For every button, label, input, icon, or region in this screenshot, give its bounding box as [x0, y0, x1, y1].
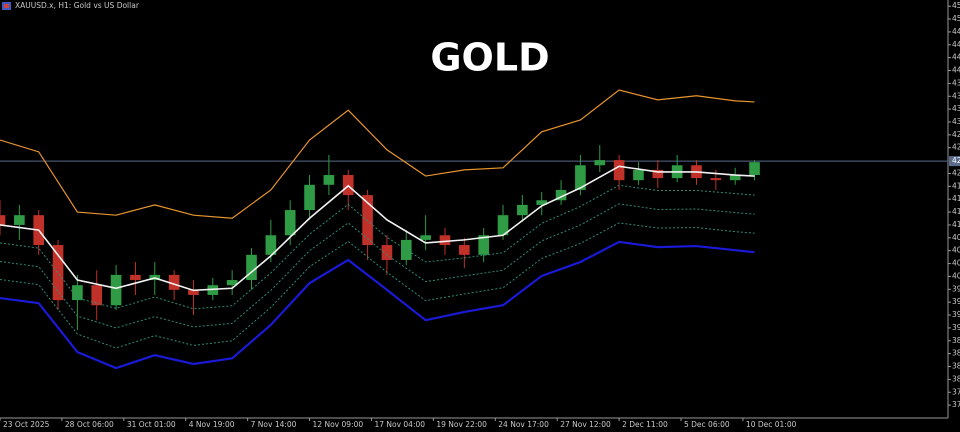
- y-tick-label: 40: [952, 259, 960, 268]
- candle-body: [52, 245, 64, 301]
- x-tick-label: 4 Nov 19:00: [189, 420, 235, 429]
- candle-body: [91, 285, 103, 306]
- candle-body: [168, 274, 180, 290]
- y-tick-label: 37: [952, 387, 960, 396]
- chart-subtitle: XAUUSD.x, H1: Gold vs US Dollar: [15, 1, 140, 10]
- y-tick-label: 41: [952, 207, 960, 216]
- candle-body: [226, 280, 238, 286]
- y-tick-label: 39: [952, 310, 960, 319]
- y-tick-label: 38: [952, 374, 960, 383]
- candle-body: [517, 204, 528, 216]
- y-tick-label: 42: [952, 130, 960, 139]
- candle-body: [749, 162, 760, 176]
- indicator-line: [0, 240, 755, 370]
- candle-body: [72, 285, 83, 301]
- y-tick-label: 41: [952, 194, 960, 203]
- x-tick-label: 5 Dec 06:00: [684, 420, 730, 429]
- x-tick-label: 28 Oct 06:00: [65, 420, 114, 429]
- candle-body: [110, 274, 122, 306]
- candle-body: [439, 235, 451, 246]
- y-tick-label: 43: [952, 117, 960, 126]
- candle-body: [188, 289, 199, 295]
- y-tick-label: 43: [952, 104, 960, 113]
- x-tick-label: 10 Dec 01:00: [746, 420, 797, 429]
- y-tick-label: 45: [952, 14, 960, 23]
- indicator-line: [0, 165, 755, 292]
- price-label: 42: [952, 156, 960, 165]
- x-tick-label: 24 Nov 17:00: [498, 420, 549, 429]
- candle-body: [0, 215, 6, 225]
- candle-body: [555, 189, 567, 201]
- candle-body: [497, 215, 509, 236]
- x-tick-label: 12 Nov 09:00: [313, 420, 364, 429]
- candle-body: [284, 210, 296, 236]
- symbol-icon-inner: [4, 4, 9, 8]
- candle-body: [459, 245, 470, 255]
- y-tick-label: 39: [952, 297, 960, 306]
- y-tick-label: 44: [952, 53, 960, 62]
- y-tick-label: 38: [952, 336, 960, 345]
- candle-body: [400, 239, 412, 260]
- candle-body: [478, 235, 489, 255]
- y-tick-label: 40: [952, 246, 960, 255]
- candle-body: [362, 195, 373, 246]
- indicator-line: [0, 203, 755, 329]
- y-tick-label: 43: [952, 91, 960, 100]
- candle-body: [130, 274, 141, 281]
- y-tick-label: 40: [952, 233, 960, 242]
- y-tick-label: 41: [952, 220, 960, 229]
- y-tick-label: 44: [952, 27, 960, 36]
- candle-body: [652, 169, 664, 179]
- candle-body: [14, 215, 25, 225]
- x-tick-label: 17 Nov 04:00: [374, 420, 425, 429]
- candle-body: [613, 160, 625, 181]
- price-label-box: [949, 156, 960, 167]
- x-tick-label: 31 Oct 01:00: [127, 420, 176, 429]
- y-tick-label: 39: [952, 323, 960, 332]
- candle-body: [381, 245, 393, 260]
- candle-body: [246, 254, 257, 281]
- x-tick-label: 2 Dec 11:00: [622, 420, 668, 429]
- indicator-line: [0, 89, 755, 219]
- x-tick-label: 7 Nov 14:00: [251, 420, 297, 429]
- x-tick-label: 27 Nov 12:00: [560, 420, 611, 429]
- y-tick-label: 43: [952, 78, 960, 87]
- candle-body: [265, 235, 277, 255]
- y-tick-label: 40: [952, 271, 960, 280]
- y-tick-label: 37: [952, 400, 960, 409]
- y-tick-label: 39: [952, 284, 960, 293]
- candle-body: [633, 169, 644, 181]
- y-tick-label: 42: [952, 168, 960, 177]
- candle-body: [536, 200, 548, 205]
- candle-body: [594, 160, 606, 166]
- y-tick-label: 44: [952, 40, 960, 49]
- x-tick-label: 23 Oct 2025: [3, 420, 50, 429]
- chart-title: GOLD: [430, 36, 549, 80]
- y-tick-label: 38: [952, 362, 960, 371]
- candle-body: [304, 184, 315, 211]
- y-tick-label: 45: [952, 1, 960, 10]
- candle-body: [420, 235, 431, 240]
- indicator-line: [0, 222, 755, 349]
- y-tick-label: 38: [952, 349, 960, 358]
- candle-body: [575, 165, 586, 190]
- y-tick-label: 41: [952, 181, 960, 190]
- x-tick-label: 19 Nov 22:00: [436, 420, 487, 429]
- candle-body: [710, 178, 722, 181]
- candle-body: [323, 175, 335, 185]
- candle-body: [729, 175, 741, 181]
- y-tick-label: 44: [952, 66, 960, 75]
- y-tick-label: 42: [952, 143, 960, 152]
